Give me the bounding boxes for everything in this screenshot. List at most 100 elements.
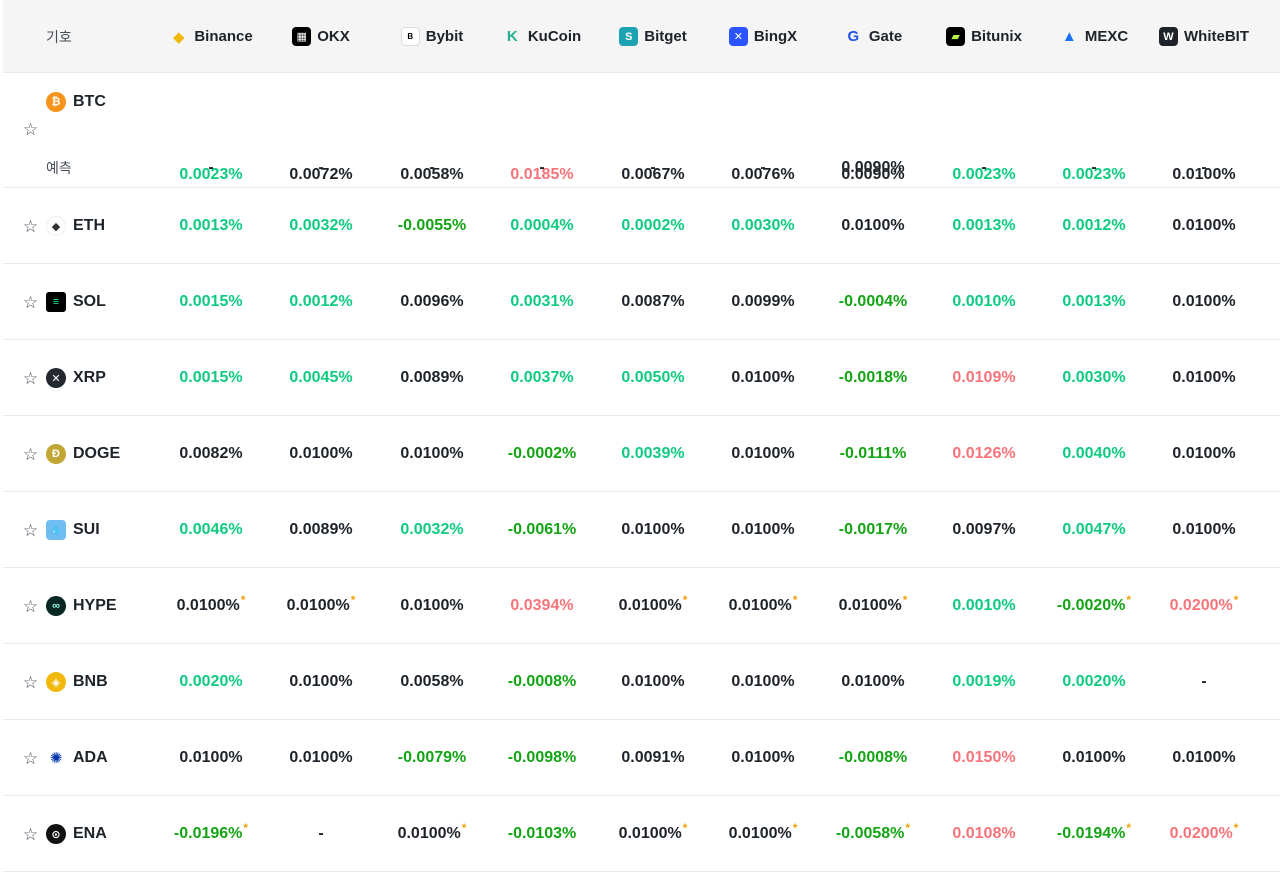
funding-rate-cell[interactable]: -0.0111%	[818, 444, 928, 464]
favorite-star-icon[interactable]: ☆	[22, 444, 39, 464]
funding-rate-cell[interactable]: 0.0047%	[1039, 520, 1149, 540]
funding-rate-cell[interactable]: 0.0023%	[156, 165, 266, 185]
funding-rate-cell[interactable]: 0.0100%	[156, 748, 266, 768]
funding-rate-cell[interactable]: 0.0100%	[1149, 165, 1259, 185]
funding-rate-cell[interactable]: 0.0099%	[708, 292, 818, 312]
exchange-header-okx[interactable]: ▦ OKX	[266, 0, 376, 73]
funding-rate-cell[interactable]: -0.0196% *	[156, 821, 266, 844]
table-row[interactable]: ☆ ✕ XRP 0.0015% 0.0045% 0.0089% 0.0037% 0.0050%…	[3, 340, 1280, 416]
funding-rate-cell[interactable]: 0.0185%	[487, 165, 597, 185]
funding-rate-cell[interactable]: 0.0046%	[156, 520, 266, 540]
exchange-header-gate[interactable]: G Gate	[818, 0, 928, 73]
funding-rate-cell[interactable]: 0.0032%	[266, 216, 376, 236]
funding-rate-cell[interactable]: 0.0100% *	[598, 821, 708, 844]
funding-rate-cell[interactable]: 0.0023%	[929, 165, 1039, 185]
funding-rate-cell[interactable]: -0.0194% *	[1039, 821, 1149, 844]
favorite-star-icon[interactable]: ☆	[22, 119, 39, 139]
funding-rate-cell[interactable]: 0.0100%	[266, 672, 376, 692]
table-row[interactable]: ☆ Ð DOGE 0.0082% 0.0100% 0.0100% -0.0002% 0.003…	[3, 416, 1280, 492]
table-row[interactable]: ☆ ◆ ETH 0.0013% 0.0032% -0.0055% 0.0004% 0.0002…	[3, 188, 1280, 264]
funding-rate-cell[interactable]: 0.0002%	[598, 216, 708, 236]
funding-rate-cell[interactable]: 0.0004%	[487, 216, 597, 236]
funding-rate-cell[interactable]: -0.0008%	[818, 748, 928, 768]
funding-rate-cell[interactable]: -0.0008%	[487, 672, 597, 692]
funding-rate-cell[interactable]: 0.0087%	[598, 292, 708, 312]
table-row[interactable]: ☆ ≡ SOL 0.0015% 0.0012% 0.0096% 0.0031% 0.0087%…	[3, 264, 1280, 340]
funding-rate-cell[interactable]: 0.0100% *	[708, 821, 818, 844]
funding-rate-cell[interactable]: 0.0100%	[1149, 520, 1259, 540]
favorite-star-icon[interactable]: ☆	[22, 748, 39, 768]
coin-symbol[interactable]: ₿ BTC	[46, 91, 106, 113]
funding-rate-cell[interactable]: 0.0100% *	[598, 593, 708, 616]
funding-rate-cell[interactable]: 0.0012%	[1039, 216, 1149, 236]
exchange-header-whitebit[interactable]: W WhiteBIT	[1149, 0, 1259, 73]
favorite-star-icon[interactable]: ☆	[22, 216, 39, 236]
funding-rate-cell[interactable]: 0.0096%	[377, 292, 487, 312]
funding-rate-cell[interactable]: 0.0100% *	[708, 593, 818, 616]
funding-rate-cell[interactable]: 0.0100%	[266, 444, 376, 464]
funding-rate-cell[interactable]: -0.0103%	[487, 824, 597, 844]
funding-rate-cell[interactable]: 0.0100%	[708, 672, 818, 692]
funding-rate-cell[interactable]: 0.0030%	[1039, 368, 1149, 388]
exchange-header-kucoin[interactable]: K KuCoin	[487, 0, 597, 73]
exchange-header-bybit[interactable]: B Bybit	[377, 0, 487, 73]
favorite-star-icon[interactable]: ☆	[22, 672, 39, 692]
funding-rate-cell[interactable]: 0.0100% *	[818, 593, 928, 616]
funding-rate-cell[interactable]: 0.0058%	[377, 165, 487, 185]
exchange-header-bingx[interactable]: ✕ BingX	[708, 0, 818, 73]
table-row[interactable]: ☆ ◈ BNB 0.0020% 0.0100% 0.0058% -0.0008% 0.0100…	[3, 644, 1280, 720]
funding-rate-cell[interactable]: -0.0004%	[818, 292, 928, 312]
funding-rate-cell[interactable]: 0.0013%	[1039, 292, 1149, 312]
funding-rate-cell[interactable]: 0.0020%	[1039, 672, 1149, 692]
funding-rate-cell[interactable]: 0.0100%	[266, 748, 376, 768]
coin-symbol[interactable]: ✕ XRP	[46, 367, 106, 389]
funding-rate-cell[interactable]: 0.0100% *	[266, 593, 376, 616]
funding-rate-cell[interactable]: 0.0100%	[1039, 748, 1149, 768]
table-row[interactable]: ☆ ₿ BTC 0.0023% 0.0072% 0.0058% 0.0185% 0.0067%…	[3, 73, 1280, 188]
exchange-header-bitget[interactable]: S Bitget	[598, 0, 708, 73]
funding-rate-cell[interactable]: -0.0055%	[377, 216, 487, 236]
table-row[interactable]: ☆ ⊙ ENA -0.0196% * -0.0100% * -0.0103% 0.0100% * 0…	[3, 796, 1280, 872]
funding-rate-cell[interactable]: 0.0200% *	[1149, 821, 1259, 844]
funding-rate-cell[interactable]: 0.0050%	[598, 368, 708, 388]
funding-rate-cell[interactable]: 0.0100%	[818, 672, 928, 692]
favorite-star-icon[interactable]: ☆	[22, 292, 39, 312]
coin-symbol[interactable]: ∞ HYPE	[46, 595, 117, 617]
coin-symbol[interactable]: ⊙ ENA	[46, 823, 107, 845]
funding-rate-cell[interactable]: 0.0100%	[598, 520, 708, 540]
funding-rate-cell[interactable]: 0.0015%	[156, 292, 266, 312]
funding-rate-cell[interactable]: -	[266, 824, 376, 844]
coin-symbol[interactable]: ◆ ETH	[46, 215, 105, 237]
funding-rate-cell[interactable]: 0.0100% *	[377, 821, 487, 844]
funding-rate-cell[interactable]: 0.0072%	[266, 165, 376, 185]
funding-rate-cell[interactable]: 0.0039%	[598, 444, 708, 464]
favorite-star-icon[interactable]: ☆	[22, 596, 39, 616]
funding-rate-cell[interactable]: 0.0100%	[377, 596, 487, 616]
funding-rate-cell[interactable]: 0.0013%	[156, 216, 266, 236]
coin-symbol[interactable]: ◈ BNB	[46, 671, 108, 693]
funding-rate-cell[interactable]: 0.0089%	[377, 368, 487, 388]
funding-rate-cell[interactable]: -0.0058% *	[818, 821, 928, 844]
funding-rate-cell[interactable]: 0.0091%	[598, 748, 708, 768]
exchange-header-bitunix[interactable]: ▰ Bitunix	[929, 0, 1039, 73]
funding-rate-cell[interactable]: -0.0002%	[487, 444, 597, 464]
funding-rate-cell[interactable]: 0.0394%	[487, 596, 597, 616]
funding-rate-cell[interactable]: -0.0018%	[818, 368, 928, 388]
funding-rate-cell[interactable]: 0.0076%	[708, 165, 818, 185]
funding-rate-cell[interactable]: 0.0012%	[266, 292, 376, 312]
funding-rate-cell[interactable]: 0.0010%	[929, 596, 1039, 616]
funding-rate-cell[interactable]: 0.0090%	[818, 165, 928, 185]
funding-rate-cell[interactable]: -0.0079%	[377, 748, 487, 768]
funding-rate-cell[interactable]: 0.0100%	[708, 444, 818, 464]
funding-rate-cell[interactable]: 0.0100%	[1149, 748, 1259, 768]
funding-rate-cell[interactable]: 0.0100%	[377, 444, 487, 464]
funding-rate-cell[interactable]: 0.0100%	[598, 672, 708, 692]
table-row[interactable]: ☆ ✺ ADA 0.0100% 0.0100% -0.0079% -0.0098% 0.009…	[3, 720, 1280, 796]
table-row[interactable]: ☆ 💧 SUI 0.0046% 0.0089% 0.0032% -0.0061% 0.0100…	[3, 492, 1280, 568]
symbol-column-header[interactable]: 기호	[46, 28, 72, 45]
coin-symbol[interactable]: 💧 SUI	[46, 519, 100, 541]
funding-rate-cell[interactable]: 0.0100% *	[156, 593, 266, 616]
funding-rate-cell[interactable]: 0.0109%	[929, 368, 1039, 388]
coin-symbol[interactable]: ≡ SOL	[46, 291, 106, 313]
funding-rate-cell[interactable]: 0.0010%	[929, 292, 1039, 312]
